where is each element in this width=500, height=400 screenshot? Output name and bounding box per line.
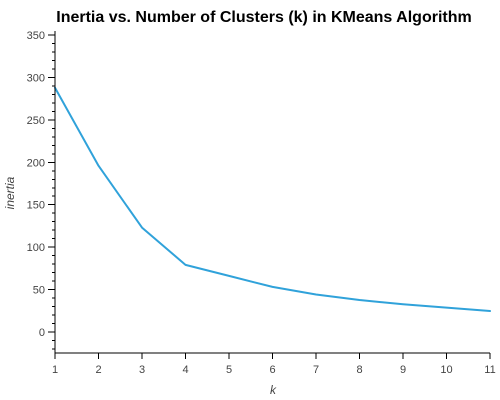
y-axis-label: inertia: [3, 176, 17, 209]
inertia-series-line: [54, 86, 491, 313]
x-tick-label: 11: [484, 364, 495, 376]
x-tick-label: 4: [182, 364, 188, 376]
x-tick-label: 2: [95, 364, 101, 376]
x-tick-label: 9: [400, 364, 406, 376]
x-axis-label: k: [270, 383, 277, 397]
x-tick-label: 8: [356, 364, 362, 376]
x-tick-label: 6: [269, 364, 275, 376]
y-tick-label: 300: [27, 73, 45, 85]
x-tick-label: 3: [139, 364, 145, 376]
x-tick-label: 7: [313, 364, 319, 376]
y-tick-label: 150: [27, 200, 45, 212]
y-tick-label: 350: [27, 30, 45, 42]
x-tick-label: 5: [226, 364, 232, 376]
x-tick-label: 10: [440, 364, 452, 376]
plot-area: [54, 86, 491, 313]
x-axis-ticks: 1 2 3 4 5 6 7 8 9 10 11: [52, 353, 496, 376]
y-tick-label: 250: [27, 115, 45, 127]
x-tick-label: 1: [52, 364, 58, 376]
y-tick-label: 0: [39, 327, 45, 339]
chart-title: Inertia vs. Number of Clusters (k) in KM…: [56, 9, 471, 26]
y-tick-label: 50: [33, 284, 45, 296]
y-axis-ticks: 0 50 100 150 200 250 300 350: [27, 30, 55, 350]
y-tick-label: 200: [27, 157, 45, 169]
y-tick-label: 100: [27, 242, 45, 254]
